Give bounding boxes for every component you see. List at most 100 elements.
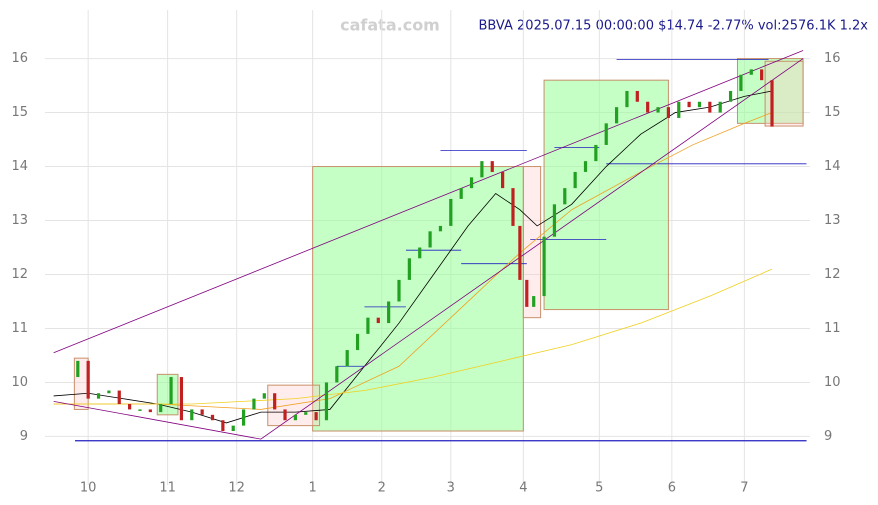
candle: [324, 382, 329, 421]
indicator-line: [53, 112, 773, 410]
candle: [293, 414, 297, 421]
x-tick-label: 10: [80, 481, 97, 496]
candle: [708, 101, 712, 113]
candle: [179, 377, 184, 421]
y-tick-label-right: 9: [824, 429, 832, 444]
candle: [314, 412, 318, 421]
candle: [190, 409, 194, 421]
candle: [262, 393, 266, 399]
candle: [573, 171, 577, 189]
x-tick-label: 2: [378, 481, 386, 496]
candle: [304, 412, 308, 415]
candle: [96, 393, 101, 399]
y-tick-label-right: 13: [824, 213, 841, 228]
candle: [677, 101, 681, 118]
candle: [518, 225, 522, 280]
candle: [697, 101, 702, 108]
candle: [770, 80, 774, 127]
candle: [563, 188, 567, 205]
y-tick-label: 13: [11, 213, 28, 228]
candle: [159, 404, 163, 413]
candle: [552, 204, 557, 237]
candle: [438, 225, 443, 232]
green-zone: [543, 79, 669, 311]
candle: [273, 393, 277, 410]
candle: [200, 409, 204, 415]
pink-zone: [267, 384, 321, 427]
indicator-line: [53, 50, 804, 354]
candle: [345, 350, 349, 367]
candle: [728, 90, 733, 102]
watermark: cafata.com: [340, 16, 440, 35]
candle: [583, 161, 588, 172]
y-tick-label: 15: [11, 105, 28, 120]
candle: [542, 236, 546, 297]
candle: [86, 360, 90, 399]
candle: [525, 279, 529, 307]
candle: [148, 409, 152, 413]
candle: [221, 420, 225, 432]
candle: [646, 101, 650, 113]
y-tick-label: 10: [11, 375, 28, 390]
y-tick-label: 14: [11, 159, 28, 174]
y-tick-label-right: 16: [824, 51, 841, 66]
candle: [739, 74, 743, 91]
candle: [760, 69, 764, 81]
y-tick-label-right: 10: [824, 375, 841, 390]
y-tick-label: 11: [11, 321, 28, 336]
candle: [366, 317, 370, 334]
candle: [604, 123, 608, 145]
x-tick-label: 12: [228, 481, 245, 496]
y-tick-label-right: 11: [824, 321, 841, 336]
candle: [210, 414, 215, 421]
candle: [335, 366, 339, 383]
candle: [241, 409, 246, 426]
candle: [449, 198, 453, 226]
candle: [107, 390, 111, 394]
y-tick-label-right: 15: [824, 105, 841, 120]
candle: [128, 404, 132, 410]
y-tick-label-right: 12: [824, 267, 841, 282]
candle: [666, 107, 670, 118]
candle: [252, 398, 256, 410]
y-tick-label: 16: [11, 51, 28, 66]
x-tick-label: 11: [159, 481, 176, 496]
x-tick-label: 5: [595, 481, 603, 496]
candle: [501, 171, 505, 189]
candle: [459, 188, 463, 199]
candle: [635, 90, 639, 102]
candle: [76, 360, 80, 378]
candle: [428, 231, 432, 248]
candle: [511, 188, 515, 226]
candle: [387, 301, 391, 324]
candle: [532, 296, 536, 307]
candle: [397, 279, 401, 302]
candle: [231, 425, 235, 432]
candle: [594, 144, 598, 162]
candle: [749, 69, 753, 75]
candle: [718, 101, 722, 113]
candle: [376, 317, 380, 324]
y-tick-label-right: 14: [824, 159, 841, 174]
candle: [469, 177, 474, 189]
x-tick-label: 7: [740, 481, 748, 496]
candle: [480, 161, 484, 178]
candle: [625, 90, 629, 108]
indicator-line: [53, 58, 804, 440]
x-tick-label: 1: [309, 481, 317, 496]
candle: [355, 333, 360, 351]
candle: [614, 107, 619, 124]
y-tick-label: 12: [11, 267, 28, 282]
indicator-line: [53, 268, 773, 405]
candle: [407, 258, 411, 280]
candle: [418, 247, 422, 259]
x-tick-label: 4: [519, 481, 527, 496]
x-tick-label: 6: [668, 481, 676, 496]
x-tick-label: 3: [447, 481, 455, 496]
candle: [138, 409, 142, 411]
candle: [687, 101, 691, 108]
candle: [656, 107, 660, 113]
y-tick-label: 9: [20, 429, 28, 444]
chart-title: BBVA 2025.07.15 00:00:00 $14.74 -2.77% v…: [479, 19, 869, 34]
